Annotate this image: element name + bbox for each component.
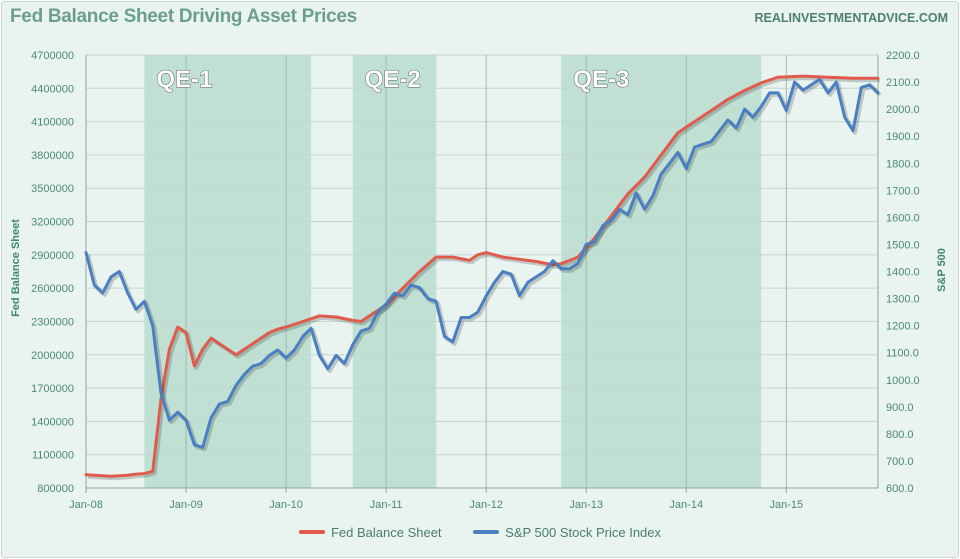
left-tick-label: 2000000 [31, 350, 74, 362]
x-tick-label: Jan-10 [269, 499, 303, 511]
qe-band-2 [352, 55, 437, 488]
legend-label-spx: S&P 500 Stock Price Index [505, 524, 662, 540]
right-tick-label: 600.0 [886, 483, 914, 495]
legend: Fed Balance Sheet S&P 500 Stock Price In… [0, 522, 960, 540]
x-tick-label: Jan-13 [569, 499, 603, 511]
left-tick-label: 1700000 [31, 383, 74, 395]
right-tick-label: 1500.0 [886, 239, 920, 251]
qe-bands [144, 55, 762, 488]
right-tick-label: 2100.0 [886, 77, 920, 89]
chart-source: REALINVESTMENTADVICE.COM [754, 11, 948, 25]
x-tick-label: Jan-11 [370, 499, 403, 511]
left-tick-label: 2600000 [31, 283, 74, 295]
qe-band-3 [561, 55, 762, 488]
left-tick-label: 2900000 [31, 250, 74, 262]
y-axis-label-left: Fed Balance Sheet [10, 219, 22, 317]
y-axis-label-right: S&P 500 [936, 248, 948, 292]
right-tick-label: 2000.0 [886, 104, 920, 116]
series-shadow-fed-balance-sheet [87, 76, 880, 481]
left-tick-label: 3200000 [31, 217, 74, 229]
right-tick-label: 1600.0 [886, 212, 920, 224]
left-tick-label: 4700000 [31, 50, 74, 62]
x-tick-label: Jan-09 [169, 499, 203, 511]
legend-label-fed: Fed Balance Sheet [330, 524, 442, 540]
left-tick-label: 3500000 [31, 183, 74, 195]
left-tick-label: 3800000 [31, 150, 74, 162]
right-tick-label: 1400.0 [886, 267, 920, 279]
legend-item-fed: Fed Balance Sheet [298, 524, 442, 540]
right-tick-label: 1200.0 [886, 321, 920, 333]
x-tick-label: Jan-12 [469, 499, 503, 511]
legend-item-spx: S&P 500 Stock Price Index [473, 525, 661, 540]
right-tick-label: 1100.0 [886, 348, 919, 360]
right-tick-label: 800.0 [886, 429, 914, 441]
x-axis-ticks: Jan-08 Jan-09 Jan-10 Jan-11 Jan-12 Jan-13 Jan-… [69, 488, 803, 511]
x-tick-label: Jan-14 [669, 499, 703, 511]
legend-swatch-spx [473, 530, 500, 534]
x-tick-label: Jan-08 [69, 499, 103, 511]
qe-labels: QE-1 QE-2 QE-3 [156, 66, 630, 94]
left-tick-label: 1100000 [32, 450, 74, 462]
qe-label-1: QE-1 [156, 66, 212, 93]
left-tick-label: 4400000 [31, 83, 74, 95]
legend-swatch-fed [298, 530, 325, 534]
right-tick-label: 700.0 [886, 456, 914, 468]
series-lines [84, 74, 882, 481]
left-tick-label: 4100000 [31, 117, 74, 129]
right-axis-ticks: 600.0 700.0 800.0 900.0 1000.0 1100.0 1200.0 13… [886, 50, 920, 495]
qe-label-2: QE-2 [365, 66, 421, 93]
right-tick-label: 1700.0 [886, 185, 920, 197]
left-tick-label: 800000 [37, 483, 74, 495]
right-tick-label: 1800.0 [886, 158, 920, 170]
left-axis-ticks: 800000 1100000 1400000 1700000 2000000 230000… [31, 50, 74, 495]
right-tick-label: 1000.0 [886, 375, 920, 387]
left-tick-label: 1400000 [31, 416, 74, 428]
qe-label-3: QE-3 [573, 66, 629, 93]
left-tick-label: 2300000 [31, 316, 74, 328]
right-tick-label: 1300.0 [886, 294, 920, 306]
axes [85, 55, 879, 489]
right-tick-label: 1900.0 [886, 131, 920, 143]
right-tick-label: 2200.0 [886, 50, 920, 62]
chart-title: Fed Balance Sheet Driving Asset Prices [10, 6, 357, 27]
x-tick-label: Jan-15 [769, 499, 803, 511]
right-tick-label: 900.0 [886, 402, 914, 414]
series-line-sp500 [84, 77, 880, 449]
series-line-fed-balance-sheet [84, 74, 880, 478]
